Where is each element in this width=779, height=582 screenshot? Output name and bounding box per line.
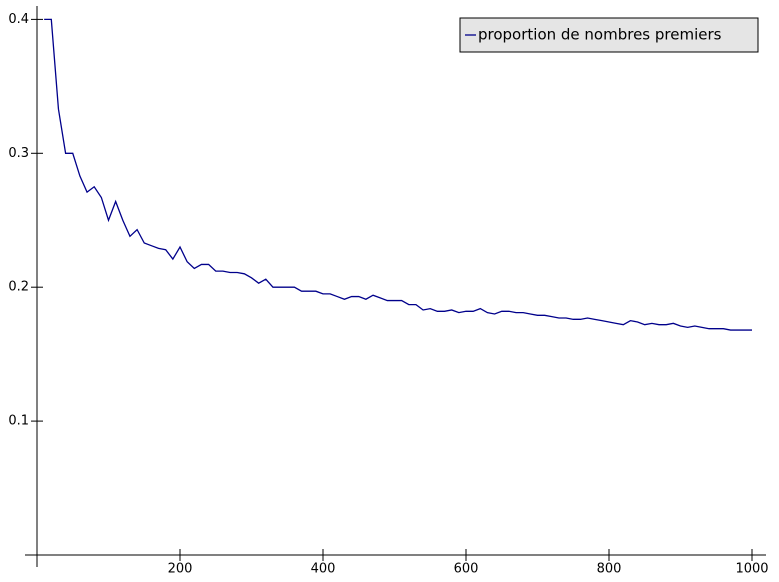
x-tick-label: 400 bbox=[311, 562, 336, 577]
y-tick-label: 0.3 bbox=[8, 146, 29, 161]
legend-label: proportion de nombres premiers bbox=[478, 26, 722, 44]
x-tick-label: 200 bbox=[168, 562, 193, 577]
x-tick-label: 1000 bbox=[735, 562, 768, 577]
legend: proportion de nombres premiers bbox=[459, 17, 759, 53]
y-tick-label: 0.4 bbox=[8, 12, 29, 27]
data-line bbox=[44, 18, 752, 331]
y-tick-label: 0.1 bbox=[8, 414, 29, 429]
legend-box bbox=[459, 17, 759, 53]
x-tick-label: 600 bbox=[454, 562, 479, 577]
x-tick-label: 800 bbox=[597, 562, 622, 577]
y-tick-label: 0.2 bbox=[8, 280, 29, 295]
